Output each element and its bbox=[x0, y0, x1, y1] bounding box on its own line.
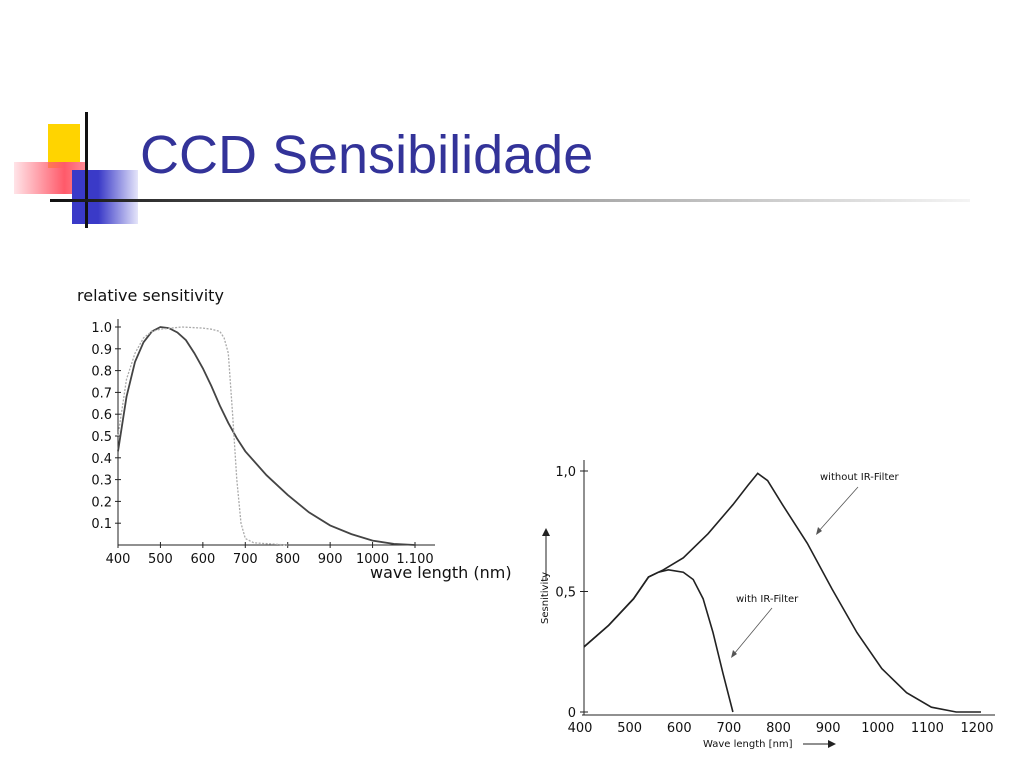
annotation-pointer bbox=[733, 607, 773, 655]
x-tick-label: 500 bbox=[617, 721, 642, 736]
annotation-label: without IR-Filter bbox=[820, 472, 900, 483]
x-axis-label: wave length (nm) bbox=[370, 563, 512, 582]
x-tick-label: 700 bbox=[233, 552, 258, 567]
y-axis-label: relative sensitivity bbox=[77, 286, 224, 305]
y-tick-label: 0.1 bbox=[91, 517, 112, 532]
y-tick-label: 0.6 bbox=[91, 408, 112, 423]
x-tick-label: 1000 bbox=[356, 552, 389, 567]
annotation-arrowhead bbox=[731, 650, 737, 658]
y-tick-label: 1,0 bbox=[555, 465, 576, 480]
y-axis-label: Sesnitivity bbox=[540, 572, 551, 624]
series-line-2 bbox=[583, 568, 734, 713]
x-tick-label: 900 bbox=[318, 552, 343, 567]
x-tick-label: 1100 bbox=[911, 721, 944, 736]
x-axis-label: Wave length [nm] bbox=[703, 739, 793, 750]
x-tick-label: 800 bbox=[275, 552, 300, 567]
x-tick-label: 600 bbox=[667, 721, 692, 736]
x-tick-label: 1200 bbox=[960, 721, 993, 736]
x-tick-label: 600 bbox=[190, 552, 215, 567]
x-tick-label: 1000 bbox=[861, 721, 894, 736]
y-tick-label: 0.3 bbox=[91, 474, 112, 489]
x-tick-label: 700 bbox=[716, 721, 741, 736]
x-tick-label: 400 bbox=[568, 721, 593, 736]
series-line-1 bbox=[117, 326, 416, 546]
y-tick-label: 1.0 bbox=[91, 321, 112, 336]
x-tick-label: 400 bbox=[106, 552, 131, 567]
x-tick-label: 1.100 bbox=[396, 552, 433, 567]
x-tick-label: 500 bbox=[148, 552, 173, 567]
decor-vertical-rule bbox=[85, 112, 88, 228]
series-line-2 bbox=[117, 326, 288, 546]
y-tick-label: 0 bbox=[568, 706, 576, 721]
decor-yellow-square bbox=[48, 124, 80, 168]
y-tick-label: 0.9 bbox=[91, 343, 112, 358]
y-axis-arrowhead bbox=[542, 528, 550, 536]
page-title: CCD Sensibilidade bbox=[140, 125, 594, 185]
x-tick-label: 900 bbox=[816, 721, 841, 736]
title-underline bbox=[50, 199, 970, 202]
x-tick-label: 800 bbox=[766, 721, 791, 736]
y-tick-label: 0.5 bbox=[91, 430, 112, 445]
x-axis-arrowhead bbox=[828, 740, 836, 748]
series-line-1 bbox=[583, 472, 981, 713]
y-tick-label: 0.7 bbox=[91, 386, 112, 401]
y-tick-label: 0.8 bbox=[91, 365, 112, 380]
decor-blue-square bbox=[72, 170, 138, 224]
annotation-label: with IR-Filter bbox=[736, 594, 799, 605]
y-tick-label: 0,5 bbox=[555, 586, 576, 601]
y-tick-label: 0.2 bbox=[91, 495, 112, 510]
annotation-arrowhead bbox=[816, 527, 822, 535]
y-tick-label: 0.4 bbox=[91, 452, 112, 467]
annotation-pointer bbox=[817, 486, 859, 533]
